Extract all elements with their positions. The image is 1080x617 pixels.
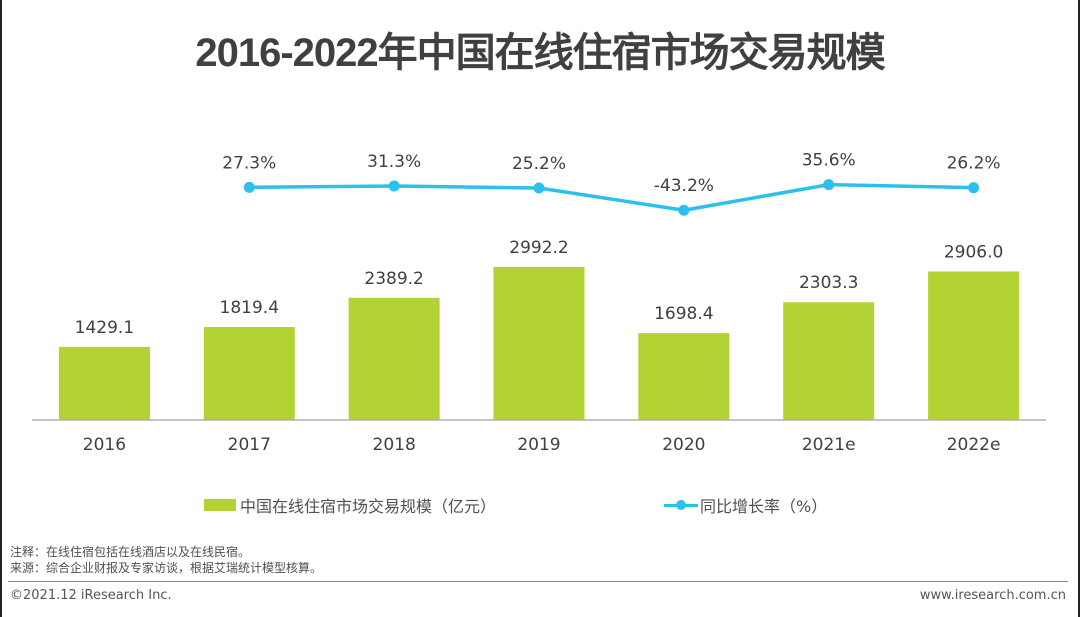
x-tick-label: 2022e <box>947 435 1001 455</box>
bar-value-label: 1429.1 <box>75 318 134 338</box>
legend-label-growth: 同比增长率（%） <box>700 497 828 516</box>
bar-value-label: 2303.3 <box>799 273 858 293</box>
growth-point-2018 <box>388 180 400 192</box>
copyright-text: ©2021.12 iResearch Inc. <box>10 588 172 603</box>
legend-item-growth: 同比增长率（%） <box>664 493 827 517</box>
x-tick-label: 2019 <box>517 435 560 455</box>
bar-2022e <box>928 271 1020 420</box>
source-text: 来源：综合企业财报及专家访谈，根据艾瑞统计模型核算。 <box>10 561 323 575</box>
x-axis-ticks: 2016 2017 2018 2019 2020 2021e 2022e <box>83 435 1001 455</box>
x-tick-label: 2016 <box>83 435 126 455</box>
growth-value-label: 25.2% <box>512 154 566 174</box>
bar-2017 <box>203 326 295 420</box>
growth-value-label: 31.3% <box>367 152 421 172</box>
x-tick-label: 2017 <box>228 435 271 455</box>
bar-value-label: 2389.2 <box>364 269 423 289</box>
growth-point-2021e <box>823 179 835 191</box>
legend-label-volume: 中国在线住宿市场交易规模（亿元） <box>240 497 497 516</box>
bar-value-label: 2992.2 <box>509 238 568 258</box>
growth-value-label: -43.2% <box>654 176 714 196</box>
x-tick-label: 2018 <box>373 435 416 455</box>
bar-value-label: 2906.0 <box>944 242 1003 262</box>
bar-series <box>58 267 1020 420</box>
legend-item-volume: 中国在线住宿市场交易规模（亿元） <box>204 493 496 517</box>
growth-value-label: 35.6% <box>802 151 856 171</box>
note-text: 注释：在线住宿包括在线酒店以及在线民宿。 <box>10 545 251 559</box>
bar-2016 <box>58 346 150 420</box>
growth-value-label: 27.3% <box>222 153 276 173</box>
legend-bar-swatch <box>204 499 236 511</box>
bar-2021e <box>783 302 875 420</box>
right-border <box>1078 0 1080 617</box>
x-tick-label: 2020 <box>662 435 705 455</box>
chart-area: 2016 2017 2018 2019 2020 2021e 2022e 1429.1 181… <box>32 151 1046 455</box>
bar-2019 <box>493 267 585 420</box>
growth-point-2022e <box>968 182 980 194</box>
chart-title: 2016-2022年中国在线住宿市场交易规模 <box>195 31 885 75</box>
legend-line-swatch <box>664 499 698 511</box>
bar-value-labels: 1429.1 1819.4 2389.2 2992.2 1698.4 2303.3 2906… <box>75 238 1004 338</box>
bar-2020 <box>638 333 730 420</box>
growth-point-2019 <box>533 182 545 194</box>
line-value-labels: 27.3% 31.3% 25.2% -43.2% 35.6% 26.2% <box>222 151 1000 197</box>
bar-2018 <box>348 297 440 420</box>
bar-value-label: 1698.4 <box>654 304 713 324</box>
website-link[interactable]: www.iresearch.com.cn <box>919 588 1066 603</box>
x-tick-label: 2021e <box>802 435 856 455</box>
line-series <box>243 179 980 216</box>
growth-value-label: 26.2% <box>947 154 1001 174</box>
growth-point-2020 <box>678 204 690 216</box>
growth-point-2017 <box>243 181 255 193</box>
left-border <box>0 0 2 617</box>
notes-block: 注释：在线住宿包括在线酒店以及在线民宿。 来源：综合企业财报及专家访谈，根据艾瑞… <box>10 544 322 576</box>
bar-value-label: 1819.4 <box>220 298 279 318</box>
footer-divider <box>8 581 1068 582</box>
growth-line <box>249 182 974 212</box>
